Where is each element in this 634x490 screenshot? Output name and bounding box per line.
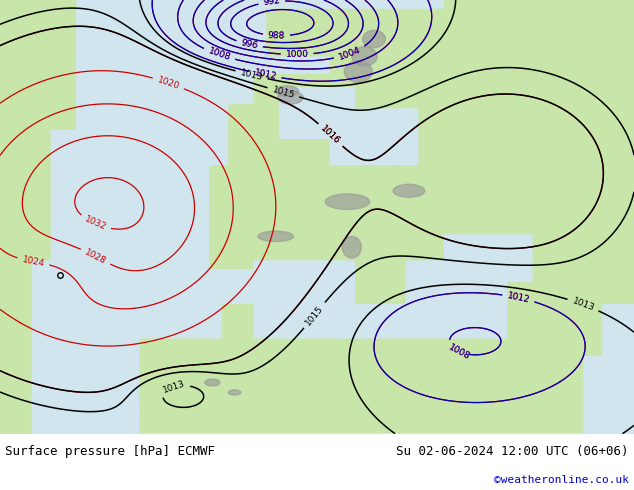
Text: 1004: 1004	[337, 45, 362, 62]
Ellipse shape	[363, 30, 385, 48]
Text: 1008: 1008	[447, 343, 472, 361]
Ellipse shape	[342, 236, 361, 258]
Text: 1016: 1016	[319, 124, 342, 146]
Text: 1008: 1008	[207, 47, 231, 63]
Text: 1000: 1000	[285, 50, 309, 59]
Text: 1020: 1020	[156, 75, 181, 91]
Text: 1032: 1032	[83, 215, 108, 232]
Ellipse shape	[205, 379, 220, 386]
Text: 1008: 1008	[447, 343, 472, 361]
Ellipse shape	[393, 184, 425, 197]
Text: 996: 996	[240, 38, 259, 51]
Text: 988: 988	[268, 31, 285, 40]
Text: 1012: 1012	[253, 68, 278, 81]
Text: 988: 988	[268, 31, 285, 40]
Text: 1012: 1012	[507, 291, 531, 305]
Text: Su 02-06-2024 12:00 UTC (06+06): Su 02-06-2024 12:00 UTC (06+06)	[396, 445, 629, 458]
Text: 1016: 1016	[319, 124, 342, 146]
Text: 992: 992	[262, 0, 281, 7]
Text: 1013: 1013	[162, 379, 186, 395]
Text: 1000: 1000	[285, 50, 309, 59]
Text: 1015: 1015	[304, 303, 325, 327]
Text: 1004: 1004	[337, 45, 362, 62]
Ellipse shape	[344, 61, 372, 82]
Text: 1012: 1012	[507, 291, 531, 305]
Text: 1012: 1012	[253, 68, 278, 81]
Text: 1013: 1013	[239, 68, 264, 82]
Text: 1015: 1015	[271, 85, 295, 100]
Ellipse shape	[278, 91, 303, 104]
Ellipse shape	[258, 231, 294, 242]
Text: 1024: 1024	[22, 255, 46, 269]
Ellipse shape	[228, 390, 241, 395]
Text: 992: 992	[262, 0, 281, 7]
Ellipse shape	[352, 47, 377, 66]
Ellipse shape	[325, 194, 370, 209]
Text: ©weatheronline.co.uk: ©weatheronline.co.uk	[494, 475, 629, 485]
Text: 1013: 1013	[571, 296, 595, 313]
Ellipse shape	[276, 86, 299, 96]
Text: Surface pressure [hPa] ECMWF: Surface pressure [hPa] ECMWF	[5, 445, 215, 458]
Text: 996: 996	[240, 38, 259, 51]
Text: 1028: 1028	[84, 247, 108, 266]
Text: 1008: 1008	[207, 47, 231, 63]
